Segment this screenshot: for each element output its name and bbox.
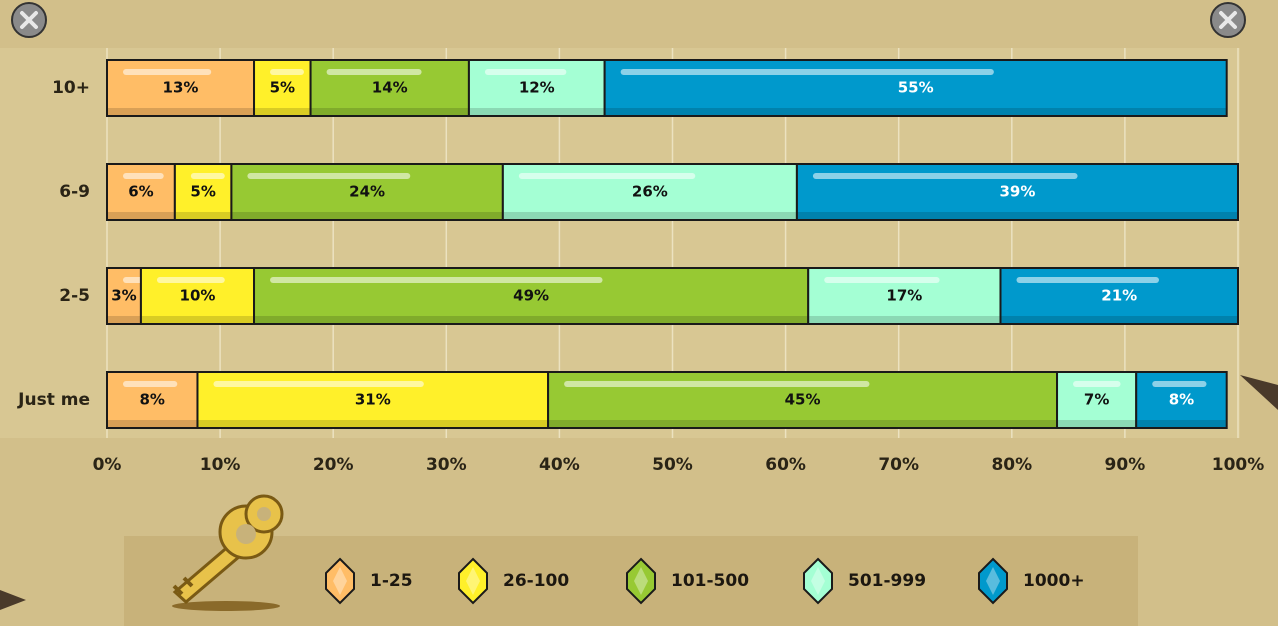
legend-swatch-facet [811, 567, 825, 595]
category-label: Just me [17, 390, 90, 410]
close-button[interactable] [11, 2, 47, 38]
bar-shade [605, 108, 1226, 115]
data-label: 21% [1101, 287, 1137, 305]
data-label: 6% [128, 183, 153, 201]
bar-highlight [812, 173, 1078, 179]
legend-swatch [458, 557, 488, 605]
data-label: 45% [785, 391, 821, 409]
key-icon [172, 494, 284, 611]
bar-highlight [190, 173, 225, 179]
x-tick-label: 10% [200, 455, 241, 475]
bar-shade [175, 212, 231, 219]
bar-shade [809, 316, 1000, 323]
legend-swatch [325, 557, 355, 605]
bar-highlight [564, 381, 870, 387]
x-tick-label: 30% [426, 455, 467, 475]
bar-shade [549, 420, 1057, 427]
bar-shade [255, 316, 808, 323]
bar-highlight [123, 381, 178, 387]
data-label: 49% [513, 287, 549, 305]
bar-shade [797, 212, 1237, 219]
data-label: 8% [1169, 391, 1194, 409]
bar-shade [255, 108, 310, 115]
data-label: 24% [349, 183, 385, 201]
bar-shade [1001, 316, 1237, 323]
data-label: 13% [163, 79, 199, 97]
bar-shade [198, 420, 548, 427]
bar-highlight [247, 173, 411, 179]
category-label: 10+ [52, 78, 90, 98]
bar-highlight [484, 69, 567, 75]
bar-shade [311, 108, 468, 115]
bar-highlight [824, 277, 940, 283]
bar-highlight [1152, 381, 1207, 387]
legend-label: 101-500 [671, 571, 749, 591]
data-label: 31% [355, 391, 391, 409]
legend-swatch [626, 557, 656, 605]
legend-swatch-facet [634, 567, 648, 595]
data-label: 5% [270, 79, 295, 97]
bar-highlight [213, 381, 424, 387]
bar-highlight [123, 173, 164, 179]
x-tick-label: 50% [652, 455, 693, 475]
data-label: 55% [898, 79, 934, 97]
bar-highlight [156, 277, 225, 283]
legend-label: 26-100 [503, 571, 569, 591]
data-label: 5% [190, 183, 215, 201]
bar-highlight [123, 277, 144, 283]
bar-shade [108, 108, 254, 115]
data-label: 14% [372, 79, 408, 97]
x-tick-label: 100% [1212, 455, 1265, 475]
bar-highlight [1016, 277, 1159, 283]
bar-shade [1058, 420, 1136, 427]
arrow-decoration [1240, 375, 1278, 410]
data-label: 8% [140, 391, 165, 409]
data-label: 3% [111, 287, 136, 305]
bar-shade [469, 108, 604, 115]
close-button[interactable] [1210, 2, 1246, 38]
bar-highlight [270, 69, 304, 75]
bar-highlight [326, 69, 422, 75]
legend-swatch [978, 557, 1008, 605]
bar-shade [503, 212, 796, 219]
category-label: 2-5 [59, 286, 90, 306]
bar-highlight [123, 69, 212, 75]
bar-highlight [518, 173, 696, 179]
arrow-decoration [0, 590, 26, 610]
legend-swatch-facet [333, 567, 347, 595]
x-tick-label: 80% [991, 455, 1032, 475]
legend-swatch-facet [466, 567, 480, 595]
data-label: 7% [1084, 391, 1109, 409]
x-tick-label: 0% [93, 455, 122, 475]
x-tick-label: 20% [313, 455, 354, 475]
bar-shade [108, 212, 174, 219]
data-label: 12% [519, 79, 555, 97]
legend-label: 501-999 [848, 571, 926, 591]
legend-label: 1-25 [370, 571, 413, 591]
bar-shade [141, 316, 254, 323]
x-tick-label: 70% [878, 455, 919, 475]
bar-shade [108, 316, 140, 323]
bar-shade [232, 212, 502, 219]
data-label: 26% [632, 183, 668, 201]
legend-swatch-facet [986, 567, 1000, 595]
category-label: 6-9 [59, 182, 90, 202]
bar-highlight [1073, 381, 1121, 387]
x-tick-label: 60% [765, 455, 806, 475]
bar-shade [108, 420, 197, 427]
x-tick-label: 40% [539, 455, 580, 475]
data-label: 10% [180, 287, 216, 305]
x-tick-label: 90% [1105, 455, 1146, 475]
data-label: 17% [886, 287, 922, 305]
data-label: 39% [1000, 183, 1036, 201]
bar-shade [1137, 420, 1226, 427]
bar-highlight [620, 69, 994, 75]
legend-swatch [803, 557, 833, 605]
legend-label: 1000+ [1023, 571, 1085, 591]
bar-highlight [270, 277, 603, 283]
